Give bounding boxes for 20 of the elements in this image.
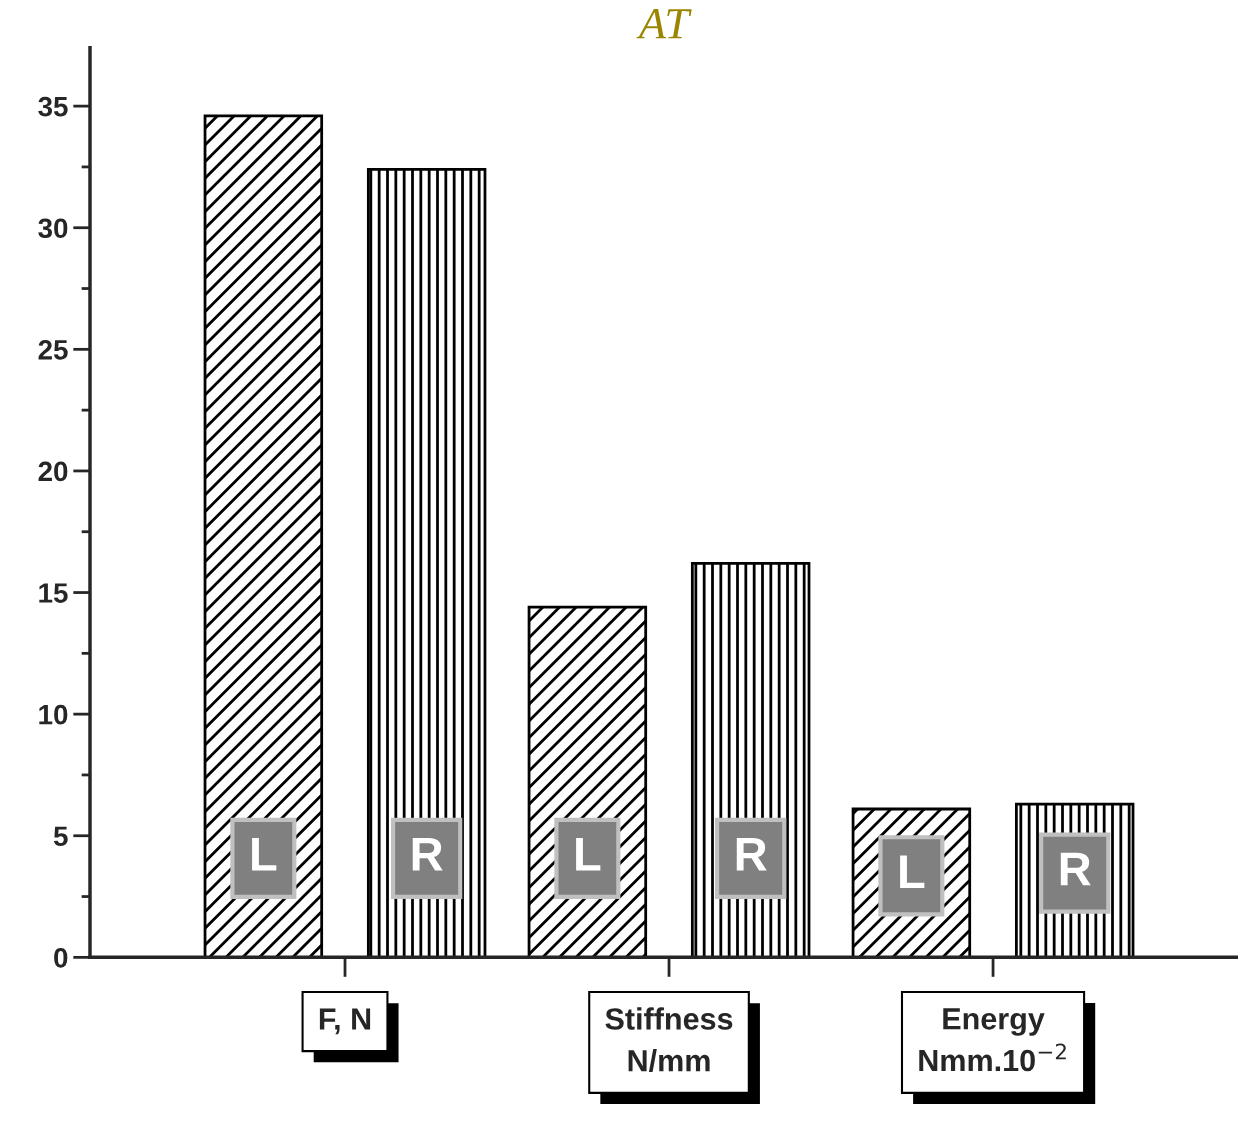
text: R — [1060, 852, 1091, 886]
chart-title: AT — [636, 8, 692, 39]
x-tick-label: F, N — [319, 1008, 371, 1035]
series-label: R — [412, 838, 443, 871]
y-tick-label: 15 — [39, 583, 68, 603]
y-tick-label: 0 — [54, 948, 68, 968]
x-tick-label: Energy Nmm.10$^{−2}$ — [919, 1008, 1066, 1072]
x-tick-label: Stiffness N/mm — [605, 1007, 733, 1072]
y-tick-label: 20 — [38, 461, 68, 482]
y-tick-label: 30 — [38, 218, 68, 239]
text: L — [252, 838, 277, 871]
text: R — [736, 838, 767, 871]
bar — [203, 114, 324, 958]
y-tick-label: 35 — [38, 96, 68, 117]
bar — [366, 167, 487, 958]
series-label: L — [576, 838, 601, 871]
y-tick-label: 10 — [39, 704, 68, 725]
y-tick-label: 25 — [38, 340, 68, 360]
text: L — [900, 855, 925, 888]
y-tick-label: 5 — [53, 826, 68, 847]
